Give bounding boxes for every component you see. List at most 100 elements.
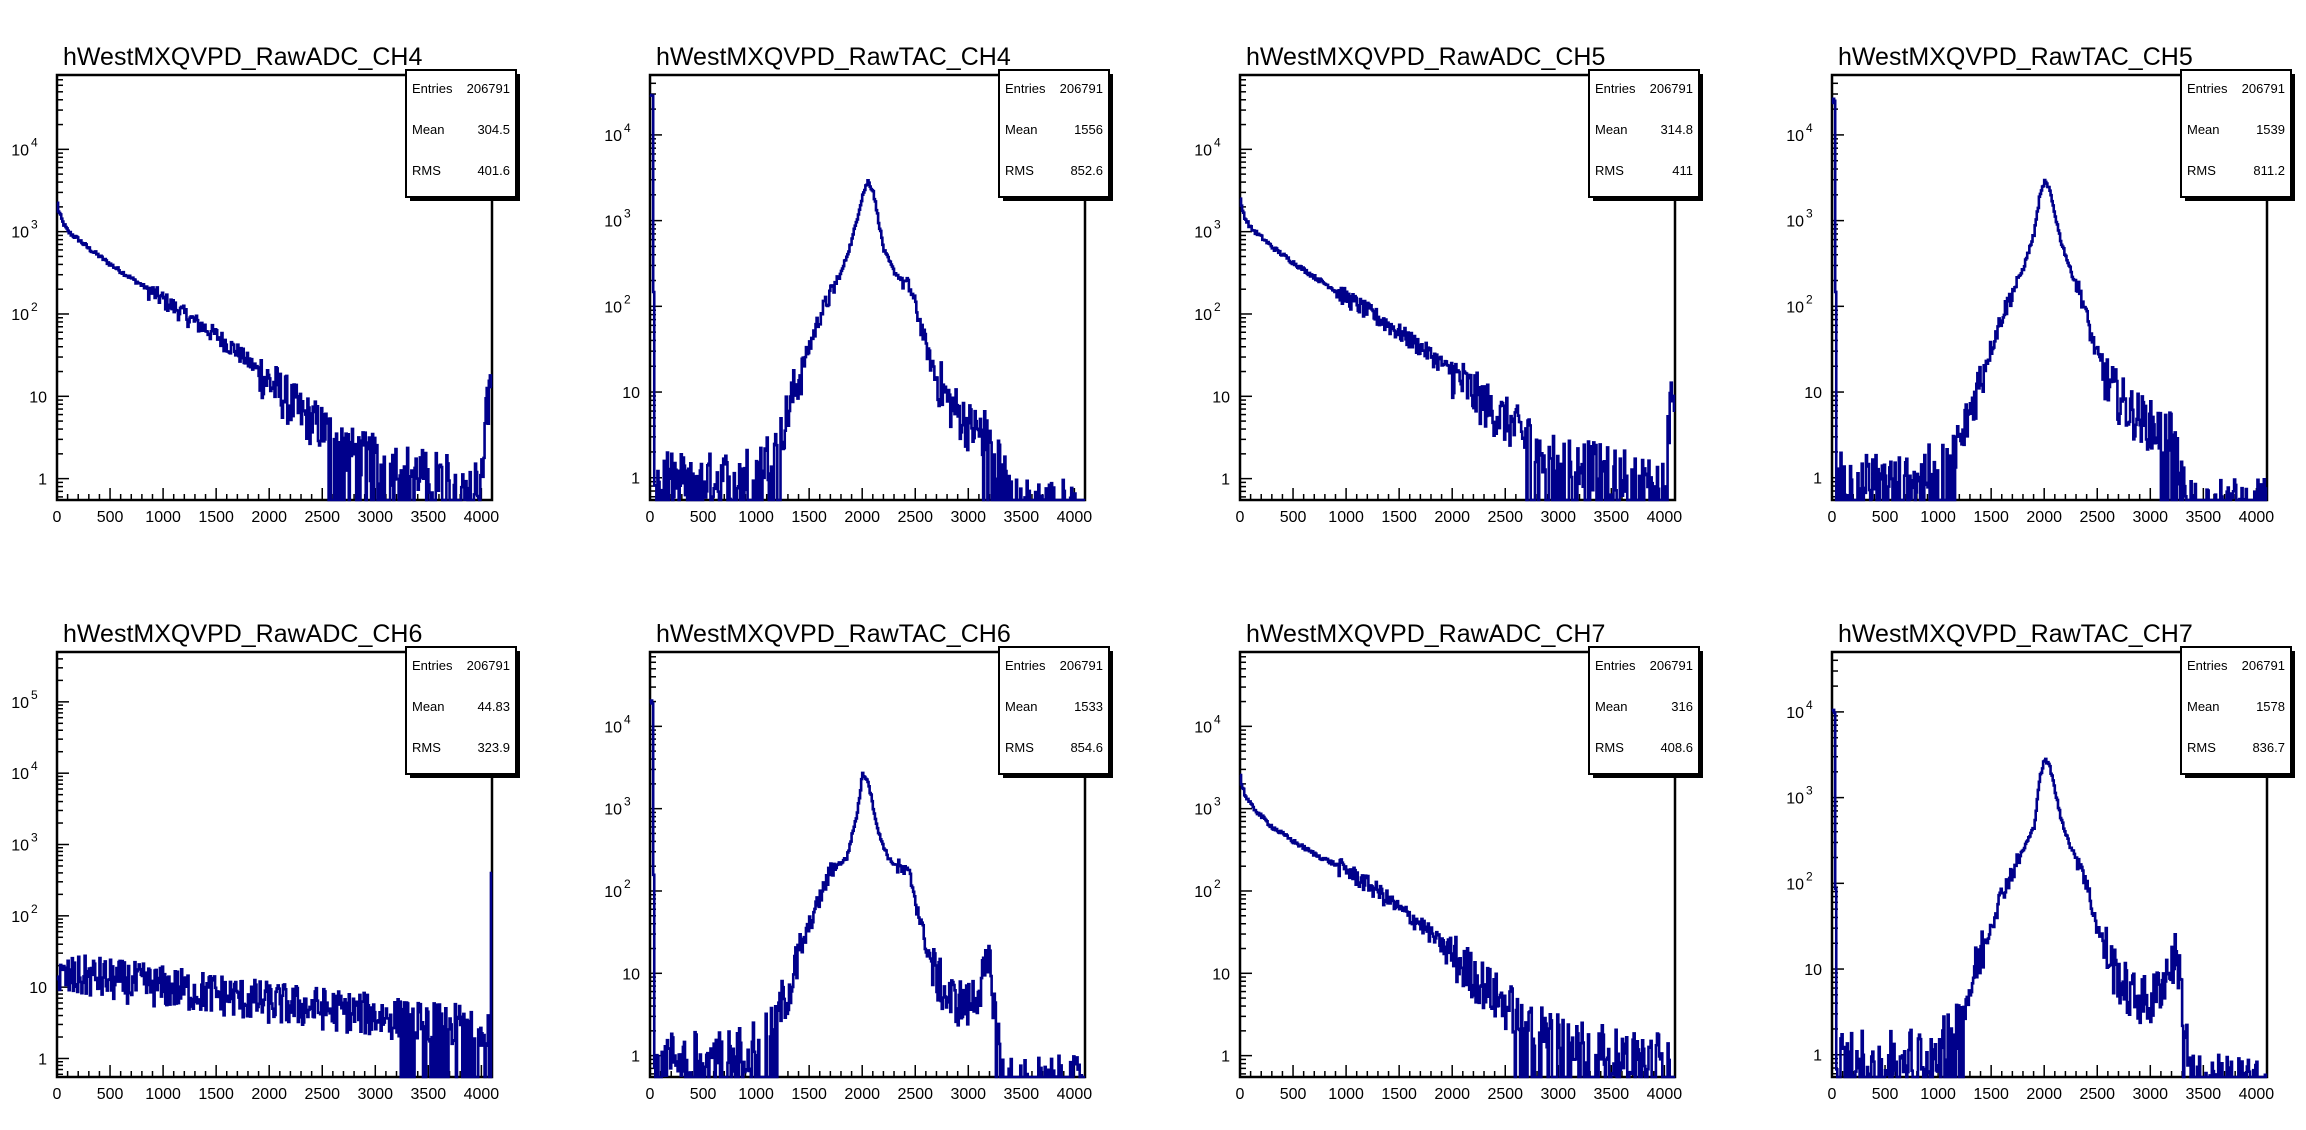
y-tick-label: 10	[11, 909, 29, 926]
x-tick-label: 2000	[1434, 509, 1470, 526]
y-tick-exponent: 2	[624, 877, 631, 891]
y-tick-label: 10	[1212, 389, 1230, 406]
x-axis: 0 500 1000 1500 2000 2500 3000 3500 4000	[1828, 1065, 2275, 1103]
stats-value: 206791	[1060, 81, 1103, 96]
histogram-title: hWestMXQVPD_RawTAC_CH4	[656, 43, 1011, 71]
y-tick-exponent: 3	[1806, 784, 1813, 798]
x-tick-label: 4000	[2239, 1086, 2275, 1103]
x-tick-label: 0	[1236, 1086, 1245, 1103]
y-tick-label: 10	[11, 142, 29, 159]
stats-value: 206791	[1060, 658, 1103, 673]
stats-label: Mean	[1005, 699, 1038, 714]
y-tick-label: 1	[38, 472, 47, 489]
x-tick-label: 2000	[251, 1086, 287, 1103]
y-tick-exponent: 4	[624, 121, 631, 135]
y-tick-label: 10	[1786, 299, 1804, 316]
stats-label: Mean	[2187, 699, 2220, 714]
x-tick-label: 500	[690, 1086, 717, 1103]
y-tick-exponent: 3	[31, 218, 38, 232]
plot-frame	[1830, 650, 2269, 1079]
x-tick-label: 1500	[1973, 1086, 2009, 1103]
stats-value: 206791	[467, 81, 510, 96]
stats-label: Entries	[412, 658, 453, 673]
y-tick-label: 10	[604, 214, 622, 231]
stats-box: Entries 206791 Mean 1539 RMS 811.2	[2180, 69, 2295, 201]
histogram-panel: hWestMXQVPD_RawTAC_CH5 0 500 1000 1500 2000 25…	[1786, 43, 2295, 526]
y-tick-label: 10	[1194, 307, 1212, 324]
histogram-panel: hWestMXQVPD_RawTAC_CH6 0 500 1000 1500 2000 25…	[604, 620, 1113, 1103]
stats-value: 314.8	[1660, 122, 1693, 137]
stats-value: 836.7	[2252, 740, 2285, 755]
histogram-line	[1831, 97, 2268, 502]
x-axis: 0 500 1000 1500 2000 2500 3000 3500 4000	[53, 1065, 499, 1103]
y-tick-exponent: 3	[1806, 207, 1813, 221]
y-tick-label: 10	[604, 719, 622, 736]
y-tick-label: 10	[1786, 128, 1804, 145]
x-tick-label: 3000	[1540, 1086, 1576, 1103]
histogram-panel: hWestMXQVPD_RawADC_CH7 0 500 1000 1500 2000 25…	[1194, 620, 1703, 1103]
x-axis: 0 500 1000 1500 2000 2500 3000 3500 4000	[1236, 1065, 1682, 1103]
histogram-title: hWestMXQVPD_RawADC_CH5	[1246, 43, 1605, 71]
stats-value: 408.6	[1660, 740, 1693, 755]
y-tick-label: 10	[1194, 142, 1212, 159]
y-tick-label: 10	[604, 802, 622, 819]
x-tick-label: 1000	[1920, 1086, 1956, 1103]
stats-label: Entries	[2187, 81, 2228, 96]
y-tick-exponent: 4	[1214, 135, 1221, 149]
x-tick-label: 500	[690, 509, 717, 526]
stats-value: 854.6	[1070, 740, 1103, 755]
histogram-title: hWestMXQVPD_RawTAC_CH6	[656, 620, 1011, 648]
y-tick-exponent: 2	[31, 902, 38, 916]
y-tick-label: 10	[604, 299, 622, 316]
y-tick-exponent: 2	[624, 292, 631, 306]
y-tick-label: 1	[1221, 472, 1230, 489]
y-tick-exponent: 4	[1806, 121, 1813, 135]
stats-box: Entries 206791 Mean 304.5 RMS 401.6	[405, 69, 520, 201]
stats-value: 852.6	[1070, 163, 1103, 178]
x-tick-label: 3000	[950, 1086, 986, 1103]
stats-value: 44.83	[477, 699, 510, 714]
histogram-line	[1239, 197, 1676, 502]
x-tick-label: 2500	[897, 1086, 933, 1103]
x-tick-label: 3000	[2132, 1086, 2168, 1103]
stats-box: Entries 206791 Mean 316 RMS 408.6	[1588, 646, 1703, 778]
y-tick-label: 1	[1813, 471, 1822, 488]
x-tick-label: 0	[646, 1086, 655, 1103]
y-tick-exponent: 3	[31, 831, 38, 845]
x-tick-label: 2500	[304, 509, 340, 526]
stats-value: 206791	[1650, 81, 1693, 96]
stats-value: 1556	[1074, 122, 1103, 137]
histogram-title: hWestMXQVPD_RawADC_CH6	[63, 620, 422, 648]
stats-label: Mean	[1595, 699, 1628, 714]
x-tick-label: 4000	[1647, 509, 1683, 526]
y-tick-label: 1	[1813, 1048, 1822, 1065]
y-tick-label: 10	[1786, 705, 1804, 722]
stats-box-frame	[405, 69, 517, 198]
plot-frame	[1238, 73, 1677, 502]
x-tick-label: 1000	[1328, 1086, 1364, 1103]
stats-box: Entries 206791 Mean 1578 RMS 836.7	[2180, 646, 2295, 778]
x-axis: 0 500 1000 1500 2000 2500 3000 3500 4000	[1828, 488, 2274, 526]
x-tick-label: 2500	[1487, 1086, 1523, 1103]
x-tick-label: 500	[1280, 509, 1307, 526]
stats-value: 1578	[2256, 699, 2285, 714]
stats-value: 401.6	[477, 163, 510, 178]
stats-value: 206791	[2242, 658, 2285, 673]
y-tick-exponent: 2	[1806, 292, 1813, 306]
stats-value: 206791	[2242, 81, 2285, 96]
y-tick-label: 10	[1786, 791, 1804, 808]
histogram-panel: hWestMXQVPD_RawADC_CH5 0 500 1000 1500 2000 25…	[1194, 43, 1703, 526]
histogram-title: hWestMXQVPD_RawTAC_CH7	[1838, 620, 2193, 648]
x-tick-label: 0	[1236, 509, 1245, 526]
stats-box: Entries 206791 Mean 1533 RMS 854.6	[998, 646, 1113, 778]
histogram-line	[56, 871, 493, 1079]
stats-label: Entries	[1005, 658, 1046, 673]
x-tick-label: 2000	[844, 1086, 880, 1103]
stats-label: Entries	[1595, 658, 1636, 673]
stats-label: Entries	[1005, 81, 1046, 96]
x-axis: 0 500 1000 1500 2000 2500 3000 3500 4000	[53, 488, 499, 526]
x-tick-label: 3000	[357, 1086, 393, 1103]
